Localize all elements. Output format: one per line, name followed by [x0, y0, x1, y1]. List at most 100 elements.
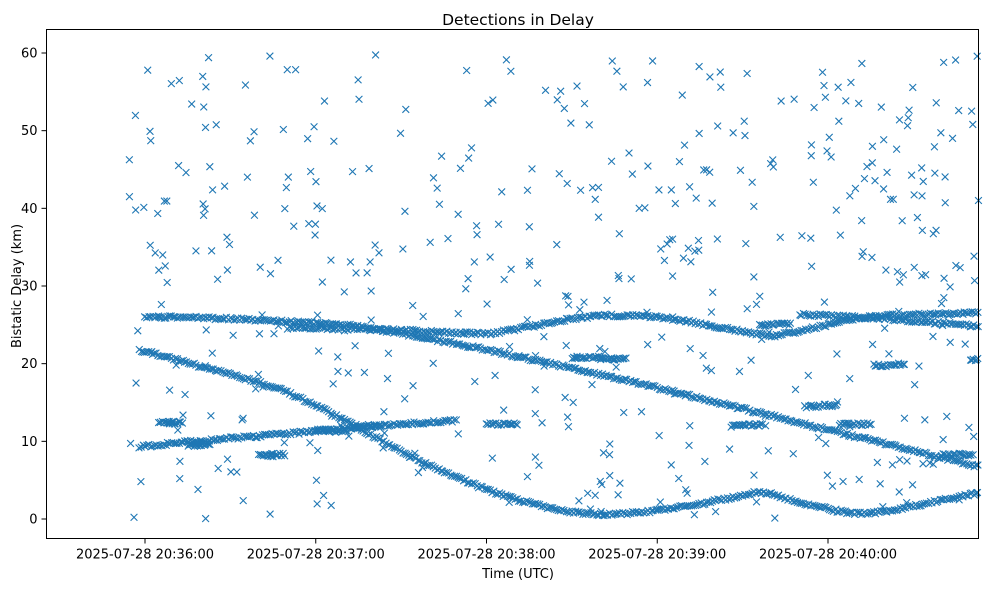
data-point	[692, 194, 700, 202]
data-point	[282, 183, 291, 192]
data-point	[487, 420, 495, 429]
data-point	[155, 313, 163, 321]
data-point	[255, 329, 264, 338]
data-point	[344, 369, 353, 377]
data-point	[591, 491, 600, 500]
data-point	[924, 451, 933, 460]
data-point	[199, 103, 208, 111]
data-point	[454, 430, 463, 438]
data-point	[876, 480, 884, 488]
data-point	[409, 329, 417, 337]
data-point	[791, 385, 800, 394]
data-point	[533, 279, 542, 287]
data-point	[725, 495, 733, 504]
data-point	[296, 427, 305, 436]
data-point	[839, 507, 847, 515]
data-point	[178, 419, 187, 427]
data-point	[845, 422, 854, 431]
data-point	[567, 119, 575, 127]
data-point	[825, 133, 834, 142]
data-point	[494, 220, 503, 229]
data-point	[573, 82, 581, 90]
data-point	[873, 458, 882, 467]
data-point	[528, 500, 537, 508]
data-point	[885, 350, 893, 358]
data-point	[699, 500, 707, 509]
data-point	[214, 464, 222, 473]
data-point	[677, 389, 686, 398]
data-point	[564, 422, 573, 431]
data-point	[756, 292, 764, 301]
data-point	[411, 449, 419, 458]
data-point	[856, 313, 864, 322]
data-point	[756, 420, 765, 428]
data-point	[827, 320, 836, 328]
x-axis: 2025-07-28 20:36:00 2025-07-28 20:37:00 20…	[76, 538, 897, 563]
data-point	[685, 183, 694, 191]
data-point	[354, 76, 362, 84]
data-point	[313, 446, 322, 455]
data-point	[661, 314, 669, 323]
data-point	[969, 450, 977, 459]
data-point	[627, 275, 636, 283]
data-point	[854, 419, 862, 427]
data-point	[619, 408, 628, 417]
data-point	[259, 383, 267, 391]
data-point	[776, 331, 785, 339]
data-point	[707, 366, 716, 375]
data-point	[531, 351, 540, 360]
data-point	[917, 164, 926, 172]
data-point	[199, 211, 208, 220]
data-point	[713, 235, 722, 243]
data-point	[685, 421, 694, 430]
data-point	[473, 230, 481, 239]
data-point	[915, 362, 923, 370]
data-point	[311, 426, 320, 435]
data-point	[879, 185, 888, 193]
data-point	[274, 322, 283, 330]
data-point	[377, 423, 385, 431]
data-point	[603, 296, 611, 305]
data-point	[223, 266, 232, 274]
data-point	[233, 468, 241, 476]
data-point	[176, 457, 184, 466]
data-point	[895, 116, 904, 124]
data-point	[454, 309, 463, 318]
data-point	[748, 178, 756, 187]
data-point	[311, 220, 320, 228]
data-point	[804, 371, 813, 380]
data-point	[202, 326, 211, 334]
data-point	[910, 263, 919, 272]
data-point	[780, 319, 789, 328]
data-point	[635, 204, 643, 213]
data-point	[363, 269, 371, 277]
data-point	[879, 502, 887, 511]
data-point	[681, 392, 690, 400]
data-point	[213, 275, 222, 284]
data-point	[147, 347, 156, 356]
data-point	[467, 144, 476, 152]
data-point	[867, 420, 875, 429]
data-point	[752, 300, 761, 309]
data-point	[250, 127, 258, 136]
data-point	[433, 418, 442, 427]
data-point	[908, 480, 917, 489]
data-point	[932, 99, 941, 107]
data-point	[204, 53, 213, 62]
data-point	[859, 248, 868, 256]
data-point	[931, 310, 940, 318]
y-tick-label: 50	[21, 124, 38, 139]
data-point	[563, 413, 572, 421]
data-point	[414, 468, 423, 477]
data-point	[752, 498, 761, 506]
data-point	[858, 59, 866, 68]
data-point	[810, 103, 818, 112]
data-point	[506, 420, 514, 429]
data-point	[379, 444, 387, 452]
data-point	[279, 125, 288, 134]
data-point	[964, 309, 972, 318]
data-point	[198, 72, 207, 81]
data-point	[550, 318, 559, 326]
data-point	[884, 314, 893, 322]
data-point	[531, 453, 540, 461]
